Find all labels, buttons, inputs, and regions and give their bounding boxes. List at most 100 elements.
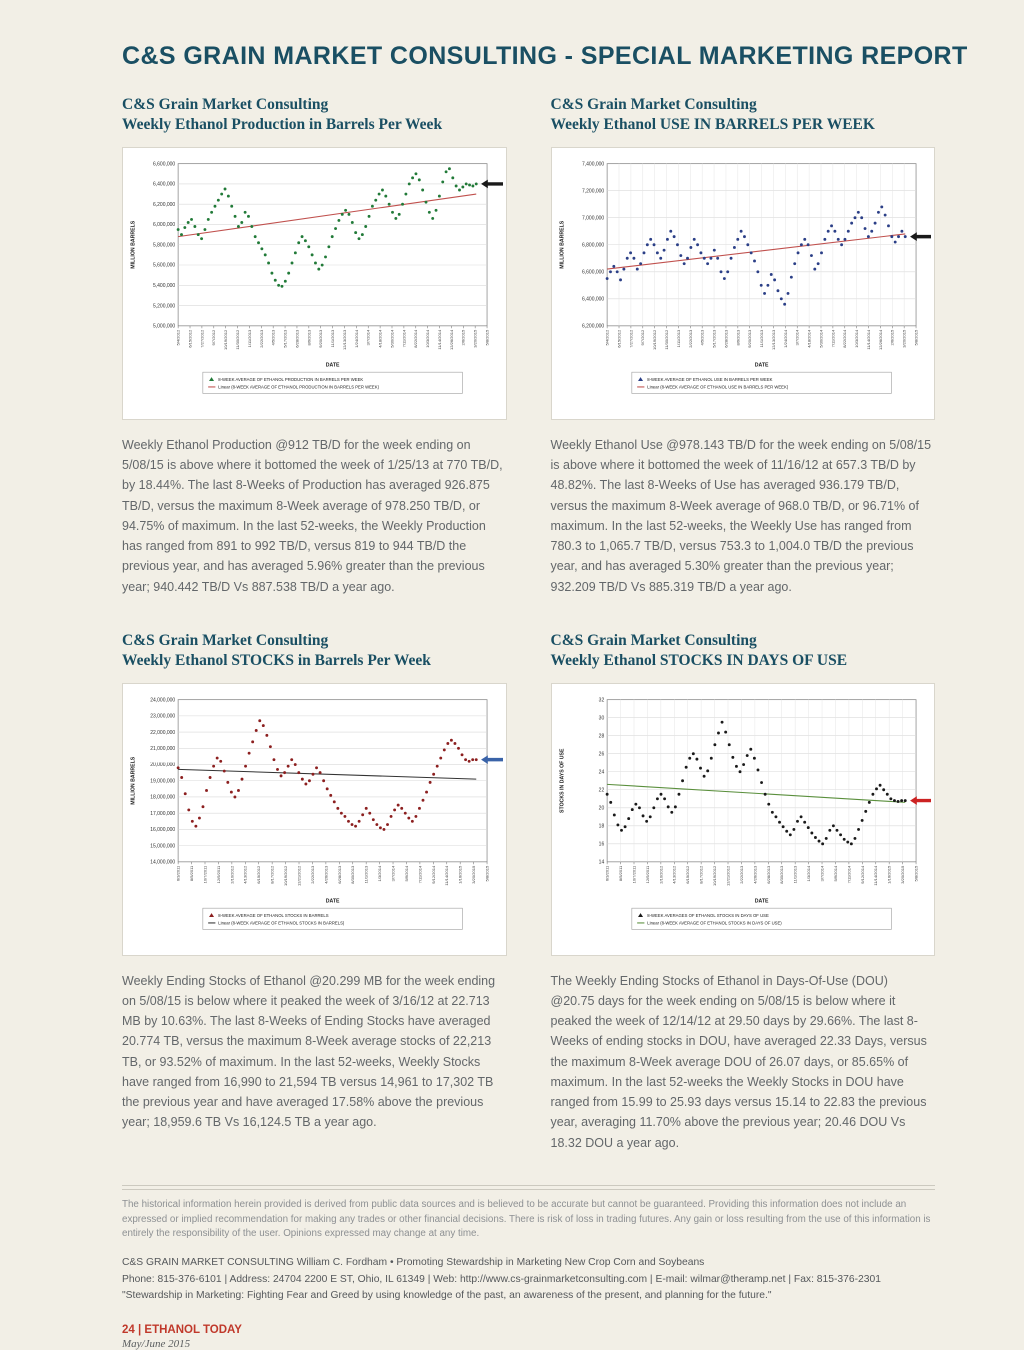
svg-text:5,800,000: 5,800,000: [153, 243, 175, 249]
panel-title-line2: Weekly Ethanol STOCKS IN DAYS OF USE: [550, 652, 848, 669]
svg-text:8-WEEK AVERAGE OF ETHANOL PROD: 8-WEEK AVERAGE OF ETHANOL PRODUCTION IN …: [218, 377, 363, 382]
svg-text:STOCKS IN DAYS OF USE: STOCKS IN DAYS OF USE: [559, 748, 565, 813]
panel-title: C&S Grain Market Consulting Weekly Ethan…: [551, 95, 936, 135]
svg-text:6,200,000: 6,200,000: [153, 202, 175, 208]
svg-text:15,000,000: 15,000,000: [150, 843, 175, 849]
svg-text:6/15/2012: 6/15/2012: [616, 329, 621, 348]
svg-text:6/3/2011: 6/3/2011: [176, 865, 181, 881]
svg-text:4/5/2013: 4/5/2013: [271, 329, 276, 346]
svg-text:3/20/2015: 3/20/2015: [473, 329, 478, 348]
chart-canvas: 24,000,000 23,000,000 22,000,000 21,000,000…: [131, 698, 503, 930]
svg-text:7,000,000: 7,000,000: [581, 216, 603, 222]
svg-text:11/30/2012: 11/30/2012: [663, 329, 668, 350]
svg-text:7/27/2012: 7/27/2012: [199, 329, 204, 348]
contact-motto-line: "Stewardship in Marketing: Fighting Fear…: [122, 1289, 772, 1301]
svg-text:DATE: DATE: [754, 899, 768, 905]
svg-text:7,400,000: 7,400,000: [581, 162, 603, 168]
svg-text:Linear (8-WEEK AVERAGE OF ETHA: Linear (8-WEEK AVERAGE OF ETHANOL USE IN…: [647, 385, 789, 390]
svg-text:6/15/2012: 6/15/2012: [256, 865, 261, 884]
svg-text:7/11/2014: 7/11/2014: [830, 329, 835, 347]
chart-legend: 8-WEEK AVERAGE OF ETHANOL STOCKS IN BARR…: [202, 908, 463, 930]
svg-text:3/20/2015: 3/20/2015: [901, 329, 906, 348]
svg-text:11/1/2013: 11/1/2013: [792, 865, 797, 883]
svg-text:12/9/2011: 12/9/2011: [216, 865, 221, 883]
chart-canvas: 7,400,000 7,200,000 7,000,000 6,800,000 6,60…: [559, 162, 931, 394]
svg-text:5/9/2014: 5/9/2014: [832, 865, 837, 882]
svg-text:30: 30: [598, 716, 604, 722]
disclaimer-text: The historical information herein provid…: [122, 1198, 931, 1240]
chart-legend: 8-WEEK AVERAGE OF ETHANOL PRODUCTION IN …: [202, 372, 463, 394]
ethanol-use-chart: 7,400,000 7,200,000 7,000,000 6,800,000 6,60…: [550, 147, 935, 420]
svg-text:6/15/2012: 6/15/2012: [685, 865, 690, 884]
svg-text:3/20/2015: 3/20/2015: [471, 865, 476, 884]
svg-text:3/7/2014: 3/7/2014: [390, 865, 395, 882]
panel-title-line1: C&S Grain Market Consulting: [122, 96, 329, 113]
page-number: 24 | ETHANOL TODAY: [122, 1323, 242, 1336]
legend-series-marker-icon: [209, 377, 215, 382]
svg-text:2/22/2013: 2/22/2013: [310, 865, 315, 884]
svg-text:11/30/2012: 11/30/2012: [235, 329, 240, 350]
svg-text:10/7/2011: 10/7/2011: [631, 865, 636, 883]
svg-text:32: 32: [598, 698, 604, 704]
svg-text:7/11/2014: 7/11/2014: [846, 865, 851, 883]
svg-text:12/26/2014: 12/26/2014: [449, 329, 454, 350]
latest-value-arrow-icon: [481, 179, 503, 189]
svg-text:9/7/2012: 9/7/2012: [640, 329, 645, 346]
svg-text:5/17/2013: 5/17/2013: [283, 329, 288, 348]
svg-text:16: 16: [598, 842, 604, 848]
ethanol-stocks-chart: 24,000,000 23,000,000 22,000,000 21,000,000…: [122, 683, 507, 956]
svg-text:2/10/2012: 2/10/2012: [229, 865, 234, 884]
svg-text:12/13/2013: 12/13/2013: [770, 329, 775, 350]
svg-text:11/1/2013: 11/1/2013: [759, 329, 764, 347]
svg-text:Linear (8-WEEK AVERAGE OF ETHA: Linear (8-WEEK AVERAGE OF ETHANOL PRODUC…: [218, 385, 379, 390]
svg-text:Linear (8-WEEK AVERAGE OF ETHA: Linear (8-WEEK AVERAGE OF ETHANOL STOCKS…: [647, 921, 782, 926]
trend-line: [606, 233, 905, 270]
svg-text:18: 18: [598, 824, 604, 830]
svg-text:24,000,000: 24,000,000: [150, 698, 175, 704]
svg-text:6,400,000: 6,400,000: [153, 182, 175, 188]
trend-line: [606, 783, 905, 804]
svg-text:3/7/2014: 3/7/2014: [819, 865, 824, 882]
footer-divider: [122, 1188, 935, 1190]
svg-text:10/19/2012: 10/19/2012: [652, 329, 657, 350]
panel-title-line1: C&S Grain Market Consulting: [122, 631, 329, 649]
svg-text:11/14/2014: 11/14/2014: [865, 329, 870, 350]
panel-title: C&S Grain Market Consulting Weekly Ethan…: [122, 95, 507, 135]
svg-text:8-WEEK AVERAGE OF ETHANOL USE: 8-WEEK AVERAGE OF ETHANOL USE IN BARRELS…: [647, 377, 772, 382]
svg-text:1/11/2013: 1/11/2013: [675, 329, 680, 347]
trend-line: [178, 769, 477, 780]
svg-text:9/20/2013: 9/20/2013: [318, 329, 323, 348]
panel-title: C&S Grain Market Consulting Weekly Ethan…: [122, 631, 507, 671]
page-number-block: 24 | ETHANOL TODAY May/June 2015: [122, 1324, 935, 1350]
svg-text:8/17/2012: 8/17/2012: [698, 865, 703, 884]
svg-text:8/22/2014: 8/22/2014: [413, 329, 418, 348]
svg-text:8/5/2011: 8/5/2011: [189, 865, 194, 881]
svg-text:9/12/2014: 9/12/2014: [859, 865, 864, 884]
svg-text:4/18/2014: 4/18/2014: [378, 329, 383, 348]
latest-value-arrow-icon: [909, 232, 931, 242]
svg-text:2/6/2015: 2/6/2015: [461, 329, 466, 346]
svg-text:8/30/2013: 8/30/2013: [779, 865, 784, 884]
svg-text:9/12/2014: 9/12/2014: [431, 865, 436, 884]
svg-text:5,400,000: 5,400,000: [153, 283, 175, 289]
svg-text:23,000,000: 23,000,000: [150, 714, 175, 720]
contact-company-line: C&S GRAIN MARKET CONSULTING William C. F…: [122, 1257, 705, 1269]
panel-title-line1: C&S Grain Market Consulting: [550, 631, 757, 649]
svg-text:11/1/2013: 11/1/2013: [330, 329, 335, 347]
panel-ethanol-days-of-use: C&S Grain Market Consulting Weekly Ethan…: [550, 631, 935, 1153]
report-title: C&S GRAIN MARKET CONSULTING - SPECIAL MA…: [122, 42, 968, 70]
svg-text:7,200,000: 7,200,000: [581, 189, 603, 195]
svg-text:8/22/2014: 8/22/2014: [842, 329, 847, 348]
svg-text:6,400,000: 6,400,000: [581, 297, 603, 303]
svg-text:7/27/2012: 7/27/2012: [628, 329, 633, 348]
panel-grid: C&S Grain Market Consulting Weekly Ethan…: [122, 95, 935, 1153]
panel-body-text: Weekly Ending Stocks of Ethanol @20.299 …: [122, 973, 496, 1130]
svg-text:12/21/2012: 12/21/2012: [725, 865, 730, 886]
chart-canvas: 6,600,000 6,400,000 6,200,000 6,000,000 5,80…: [131, 162, 503, 394]
svg-text:DATE: DATE: [326, 363, 340, 369]
svg-text:2/22/2013: 2/22/2013: [687, 329, 692, 348]
svg-text:19,000,000: 19,000,000: [150, 779, 175, 785]
svg-text:5/17/2013: 5/17/2013: [711, 329, 716, 348]
svg-text:10/19/2012: 10/19/2012: [712, 865, 717, 886]
